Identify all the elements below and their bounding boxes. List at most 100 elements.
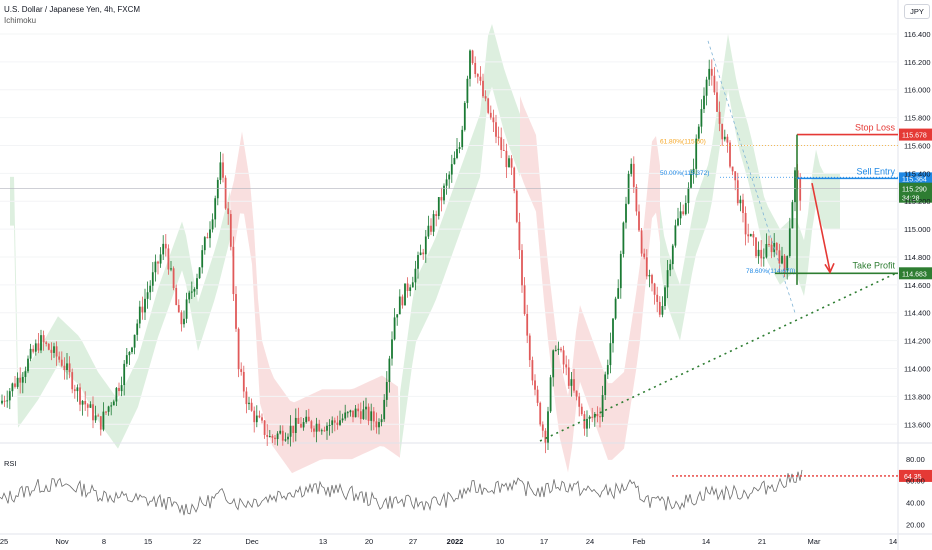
candle-body [362,409,365,419]
candle-body [123,363,126,386]
candle-body [107,406,110,412]
candle-body [372,411,375,422]
candle-body [484,96,487,99]
candle-body [385,382,388,400]
candle-body [518,221,521,251]
currency-button[interactable]: JPY [904,4,930,19]
candle-body [718,111,721,124]
candle-body [92,404,94,421]
candle-body [188,292,191,300]
candle-body [487,98,490,113]
candle-body [417,255,419,269]
candle-body [352,410,354,418]
candle-body [149,285,152,293]
candle-body [474,62,477,74]
candle-body [66,363,68,371]
candle-body [349,410,352,413]
candle-body [294,417,297,433]
candle-body [235,294,237,329]
candle-body [591,416,594,418]
candle-body [201,250,204,268]
candle-body [534,380,536,390]
candle-body [279,430,282,434]
candle-body [482,80,484,97]
candle-body [190,291,193,293]
candle-body [411,282,414,288]
candle-body [401,296,404,306]
candle-body [643,253,646,258]
candle-body [240,369,243,372]
time-tick-label: 24 [586,537,594,546]
candle-body [414,268,417,283]
candle-body [193,289,196,292]
candle-body [274,437,276,440]
candle-body [450,164,453,175]
time-tick-label: 14 [702,537,710,546]
candle-body [146,292,149,299]
candle-body [601,395,604,418]
candle-body [339,420,341,425]
candle-body [669,264,672,271]
candle-body [255,415,258,423]
candle-body [14,383,16,387]
candle-body [544,430,547,443]
candle-body [136,323,139,335]
candle-body [222,162,224,178]
candle-body [448,174,451,180]
candle-body [393,317,396,340]
candle-body [276,433,279,440]
take-profit-badge [899,267,932,280]
candle-body [640,230,643,254]
candle-body [783,255,786,271]
candle-body [775,242,778,251]
candle-body [703,95,705,110]
candle-body [539,402,542,425]
candle-body [656,294,659,302]
candle-body [209,229,211,239]
candle-body [245,391,248,405]
candle-body [183,318,185,325]
candle-body [726,136,729,143]
candle-body [734,171,737,181]
candle-body [731,166,734,172]
candle-body [297,417,300,424]
candle-body [747,234,750,237]
candle-body [37,343,40,351]
price-tick-label: 114.200 [904,337,931,346]
candle-body [258,415,261,418]
candle-body [786,256,789,271]
candle-body [341,418,344,421]
candle-body [489,112,492,118]
candle-body [510,158,513,168]
candle-body [671,245,674,265]
cloud-band [10,176,230,449]
cloud-band [230,131,400,474]
candle-body [521,250,523,286]
rsi-line [0,469,803,516]
candle-body [664,287,666,307]
candle-body [653,283,656,295]
price-tick-label: 113.800 [904,392,931,401]
candle-body [27,358,29,372]
candle-body [60,359,63,366]
candle-body [541,424,544,431]
candle-body [287,436,289,440]
time-tick-label: 8 [102,537,106,546]
candle-body [16,377,19,387]
candle-body [398,296,401,315]
candle-body [677,218,679,226]
candle-body [599,416,601,418]
stop-loss-label: Stop Loss [855,123,896,133]
candle-body [404,283,406,306]
time-tick-label: 10 [496,537,504,546]
candle-body [133,334,136,348]
candle-body [97,415,100,417]
candle-body [81,401,84,405]
rsi-tick-label: 40.00 [906,499,925,508]
price-tick-label: 116.000 [904,86,931,95]
price-tick-label: 115.600 [904,141,931,150]
candle-body [76,387,79,392]
candle-body [567,367,570,386]
candle-body [102,411,105,430]
